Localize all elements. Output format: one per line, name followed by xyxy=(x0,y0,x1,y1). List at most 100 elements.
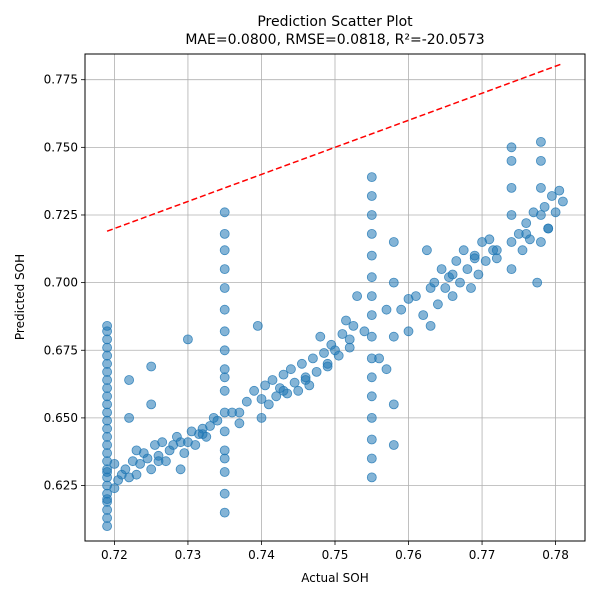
scatter-point xyxy=(366,310,377,321)
scatter-point xyxy=(473,269,484,280)
scatter-point xyxy=(447,291,458,302)
scatter-point xyxy=(102,383,112,394)
scatter-point xyxy=(175,464,186,475)
scatter-point xyxy=(359,326,370,337)
x-tick-label: 0.75 xyxy=(322,548,349,562)
y-axis-ticks: 0.625 0.650 0.675 0.700 0.725 0.750 0.775 xyxy=(44,73,85,493)
scatter-point xyxy=(366,434,377,445)
data-points xyxy=(102,136,568,531)
scatter-point xyxy=(521,228,532,239)
scatter-point xyxy=(296,358,307,369)
scatter-point xyxy=(348,320,359,331)
scatter-point xyxy=(319,348,329,358)
scatter-point xyxy=(146,464,157,475)
scatter-point xyxy=(521,218,532,229)
scatter-point xyxy=(344,334,355,345)
scatter-point xyxy=(219,385,230,396)
scatter-point xyxy=(219,488,230,499)
scatter-point xyxy=(293,385,304,396)
scatter-point xyxy=(102,415,112,426)
scatter-point xyxy=(366,472,377,483)
scatter-point xyxy=(466,283,476,293)
scatter-point xyxy=(102,399,112,410)
scatter-point xyxy=(263,399,274,410)
scatter-point xyxy=(182,334,193,345)
scatter-point xyxy=(462,264,473,275)
scatter-point xyxy=(366,228,377,239)
scatter-point xyxy=(153,456,164,467)
scatter-point xyxy=(190,440,201,450)
scatter-point xyxy=(175,437,186,448)
scatter-point xyxy=(451,256,462,266)
scatter-point xyxy=(234,418,245,429)
scatter-point xyxy=(425,283,436,293)
scatter-point xyxy=(102,513,112,523)
scatter-point xyxy=(469,253,480,264)
scatter-point xyxy=(102,342,112,353)
scatter-point xyxy=(131,469,142,480)
scatter-point xyxy=(219,467,230,477)
scatter-point xyxy=(146,361,157,372)
scatter-point xyxy=(366,210,377,220)
scatter-point xyxy=(102,334,112,345)
y-tick-label: 0.650 xyxy=(44,411,78,425)
scatter-point xyxy=(109,483,120,494)
scatter-point xyxy=(447,269,458,280)
scatter-point xyxy=(289,377,300,388)
x-tick-label: 0.73 xyxy=(175,548,202,562)
scatter-point xyxy=(337,329,348,339)
scatter-point xyxy=(388,237,399,247)
scatter-point xyxy=(366,250,377,261)
scatter-point xyxy=(440,283,451,293)
scatter-point xyxy=(547,191,557,201)
scatter-point xyxy=(311,366,322,377)
x-tick-label: 0.78 xyxy=(542,548,569,562)
scatter-point xyxy=(219,445,230,456)
scatter-point xyxy=(458,245,469,256)
x-axis-ticks: 0.72 0.73 0.74 0.75 0.76 0.77 0.78 xyxy=(101,541,569,562)
y-tick-label: 0.625 xyxy=(44,479,78,493)
scatter-point xyxy=(536,237,546,247)
scatter-point xyxy=(381,304,392,315)
scatter-point xyxy=(252,320,263,331)
scatter-point xyxy=(102,350,112,361)
scatter-point xyxy=(256,412,267,423)
scatter-point xyxy=(517,245,528,256)
scatter-point xyxy=(491,245,502,256)
scatter-point xyxy=(550,207,561,218)
scatter-point xyxy=(536,155,546,166)
scatter-point xyxy=(388,331,399,342)
scatter-point xyxy=(554,185,565,196)
scatter-point xyxy=(102,440,112,450)
scatter-point xyxy=(532,277,543,288)
scatter-point xyxy=(366,272,377,283)
scatter-point xyxy=(307,353,318,364)
scatter-point xyxy=(278,385,289,396)
scatter-point xyxy=(219,364,230,375)
scatter-point xyxy=(219,453,230,464)
scatter-point xyxy=(124,412,135,423)
chart-title: Prediction Scatter Plot xyxy=(257,14,413,30)
scatter-point xyxy=(403,293,414,304)
scatter-point xyxy=(219,283,230,293)
scatter-point xyxy=(536,136,546,147)
chart-subtitle: MAE=0.0800, RMSE=0.0818, R²=-20.0573 xyxy=(185,32,484,48)
y-tick-label: 0.775 xyxy=(44,73,78,87)
scatter-point xyxy=(388,399,399,410)
scatter-point xyxy=(536,210,546,220)
scatter-point xyxy=(109,458,120,469)
x-tick-label: 0.76 xyxy=(395,548,422,562)
grid-lines xyxy=(85,54,585,541)
scatter-point xyxy=(102,320,112,331)
scatter-point xyxy=(285,364,296,375)
scatter-point xyxy=(241,396,252,407)
scatter-point xyxy=(124,375,135,385)
scatter-point xyxy=(341,315,351,326)
scatter-point xyxy=(102,423,112,434)
scatter-point xyxy=(135,458,146,469)
scatter-point xyxy=(234,407,245,418)
y-tick-label: 0.675 xyxy=(44,343,78,357)
x-axis-title: Actual SOH xyxy=(301,571,369,585)
scatter-point xyxy=(425,320,436,331)
scatter-point xyxy=(102,375,112,385)
